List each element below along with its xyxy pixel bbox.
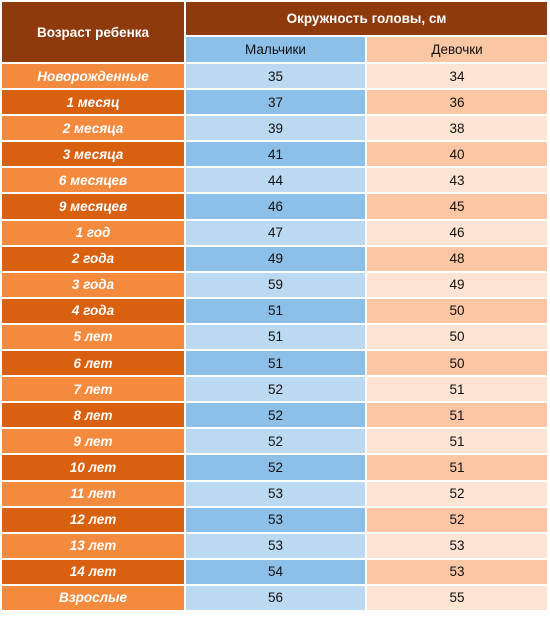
table-row: 14 лет 54 53 [2,558,550,586]
age-cell: 11 лет [2,480,186,508]
girls-value-cell: 52 [366,480,550,508]
table-row: 9 месяцев 46 45 [2,193,550,221]
girls-value-cell: 38 [366,115,550,143]
table-row: 11 лет 53 52 [2,480,550,508]
age-cell: 9 лет [2,428,186,456]
age-cell: 1 месяц [2,89,186,117]
girls-value-cell: 51 [366,376,550,404]
age-cell: 3 года [2,271,186,299]
table-row: 12 лет 53 52 [2,506,550,534]
boys-value-cell: 53 [185,480,367,508]
age-cell: 6 месяцев [2,167,186,195]
age-cell: Взрослые [2,584,186,612]
age-cell: 2 месяца [2,115,186,143]
girls-value-cell: 50 [366,350,550,378]
table-row: 9 лет 52 51 [2,428,550,456]
age-cell: Новорожденные [2,63,186,91]
age-column-header: Возраст ребенка [2,2,186,64]
table-row: 10 лет 52 51 [2,454,550,482]
girls-value-cell: 51 [366,402,550,430]
girls-value-cell: 51 [366,454,550,482]
table-row: 6 лет 51 50 [2,350,550,378]
table-row: 8 лет 52 51 [2,402,550,430]
age-cell: 7 лет [2,376,186,404]
boys-value-cell: 52 [185,454,367,482]
age-cell: 10 лет [2,454,186,482]
boys-value-cell: 51 [185,323,367,352]
boys-value-cell: 53 [185,506,367,534]
boys-value-cell: 52 [185,402,367,430]
table-row: Взрослые 56 55 [2,584,550,612]
age-cell: 4 года [2,297,186,325]
girls-value-cell: 55 [366,584,550,612]
table-row: 4 года 51 50 [2,297,550,325]
girls-value-cell: 46 [366,219,550,247]
table-row: 2 года 49 48 [2,245,550,273]
boys-value-cell: 51 [185,350,367,378]
boys-value-cell: 59 [185,271,367,299]
table-row: 7 лет 52 51 [2,376,550,404]
boys-value-cell: 46 [185,193,367,221]
girls-value-cell: 50 [366,297,550,325]
boys-value-cell: 39 [185,115,367,143]
age-cell: 5 лет [2,323,186,352]
age-cell: 9 месяцев [2,193,186,221]
boys-value-cell: 56 [185,584,367,612]
boys-value-cell: 54 [185,558,367,586]
age-cell: 2 года [2,245,186,273]
table-row: 2 месяца 39 38 [2,115,550,143]
boys-value-cell: 49 [185,245,367,273]
boys-column-header: Мальчики [185,35,367,65]
age-cell: 12 лет [2,506,186,534]
age-cell: 6 лет [2,350,186,378]
boys-value-cell: 44 [185,167,367,195]
girls-value-cell: 34 [366,63,550,91]
age-cell: 13 лет [2,532,186,560]
table-body: Новорожденные 35 34 1 месяц 37 36 2 месяца 39 38… [2,63,550,612]
girls-value-cell: 53 [366,532,550,560]
boys-value-cell: 37 [185,89,367,117]
girls-value-cell: 51 [366,428,550,456]
girls-column-header: Девочки [366,35,550,65]
age-cell: 1 год [2,219,186,247]
girls-value-cell: 40 [366,141,550,169]
table-row: Новорожденные 35 34 [2,63,550,91]
boys-value-cell: 52 [185,376,367,404]
table-row: 6 месяцев 44 43 [2,167,550,195]
boys-value-cell: 53 [185,532,367,560]
boys-value-cell: 41 [185,141,367,169]
table-row: 13 лет 53 53 [2,532,550,560]
girls-value-cell: 53 [366,558,550,586]
age-cell: 8 лет [2,402,186,430]
girls-value-cell: 52 [366,506,550,534]
boys-value-cell: 52 [185,428,367,456]
age-cell: 14 лет [2,558,186,586]
girls-value-cell: 36 [366,89,550,117]
boys-value-cell: 51 [185,297,367,325]
table-row: 3 месяца 41 40 [2,141,550,169]
girls-value-cell: 43 [366,167,550,195]
girls-value-cell: 45 [366,193,550,221]
girls-value-cell: 49 [366,271,550,299]
table-row: 3 года 59 49 [2,271,550,299]
girls-value-cell: 50 [366,323,550,352]
table-row: 5 лет 51 50 [2,323,550,352]
table-row: 1 месяц 37 36 [2,89,550,117]
boys-value-cell: 35 [185,63,367,91]
table-row: 1 год 47 46 [2,219,550,247]
girls-value-cell: 48 [366,245,550,273]
age-cell: 3 месяца [2,141,186,169]
boys-value-cell: 47 [185,219,367,247]
circumference-header: Окружность головы, см [185,2,550,37]
